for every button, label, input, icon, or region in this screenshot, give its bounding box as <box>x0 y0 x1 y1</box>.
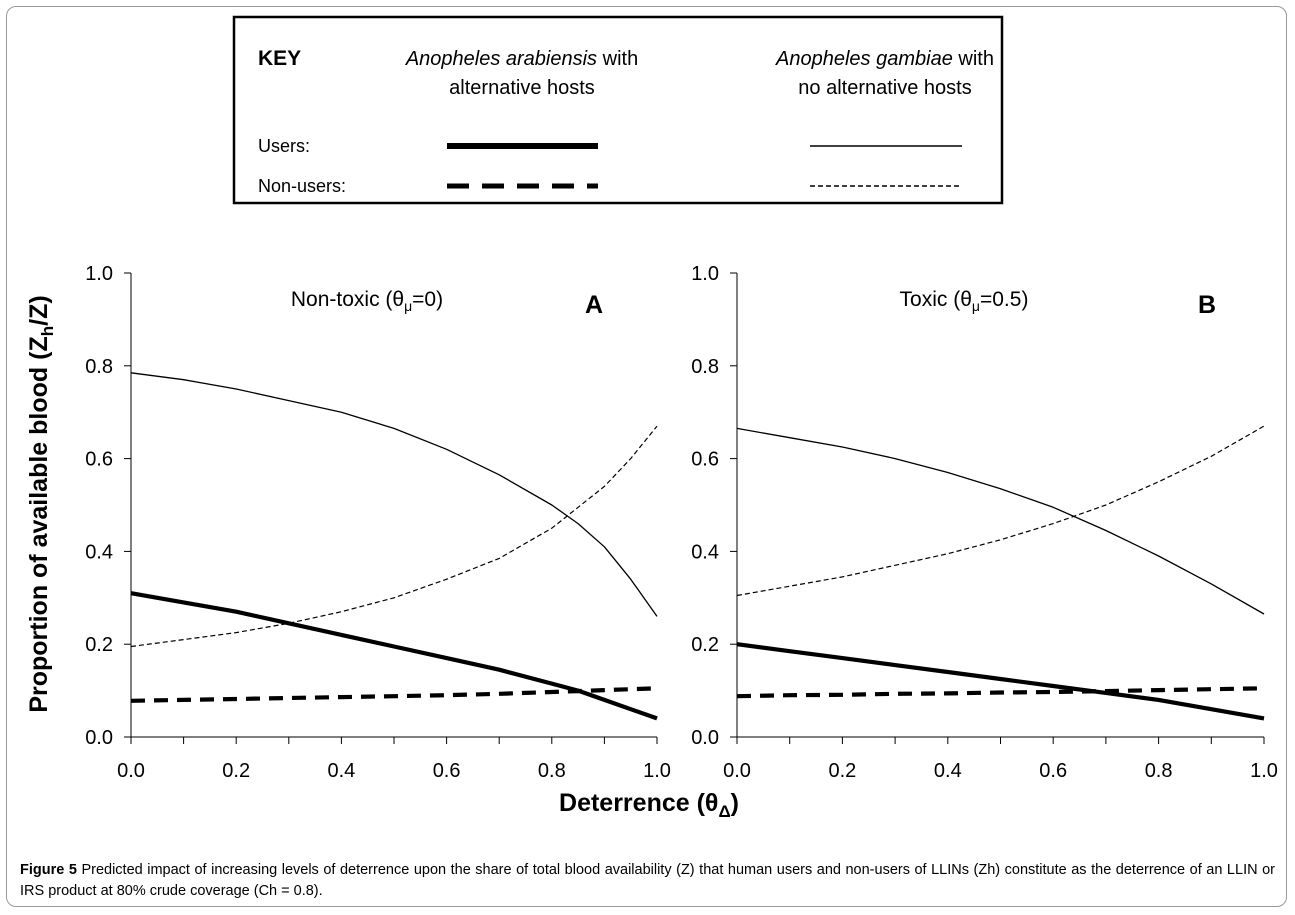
y-tick-label: 0.8 <box>85 356 113 378</box>
y-tick-label: 0.8 <box>691 356 719 378</box>
annotation-main: Toxic (θ <box>900 288 972 311</box>
y-tick-label: 1.0 <box>691 263 719 285</box>
key-users-label: Users: <box>258 136 310 156</box>
x-tick-label: 0.6 <box>433 760 461 782</box>
x-tick-label: 0.8 <box>1145 760 1173 782</box>
series-line-thin-dashed <box>130 425 658 648</box>
key-col2-with: with <box>953 48 994 70</box>
y-tick-label: 0.6 <box>691 449 719 471</box>
y-tick-label: 0.4 <box>85 541 113 563</box>
key-col1-with: with <box>597 48 638 70</box>
series-line-thick-dashed <box>736 686 1265 699</box>
x-tick-label: 0.8 <box>538 760 566 782</box>
key-col2-species: Anopheles gambiae <box>775 48 953 70</box>
key-nonusers-label: Non-users: <box>258 176 346 196</box>
y-axis-label: Proportion of available blood (Zh/Z) <box>25 295 57 712</box>
x-axis-label: Deterrence (θΔ) <box>559 789 739 821</box>
y-tick-label: 0.2 <box>85 634 113 656</box>
annotation-tail: =0.5) <box>980 288 1028 311</box>
series-line-thick-solid <box>130 591 658 721</box>
key-box: KEY Anopheles arabiensis with alternativ… <box>232 15 1004 205</box>
series-line-thin-solid <box>736 427 1265 615</box>
series-line-thin-solid <box>130 372 658 617</box>
y-tick-label: 0.2 <box>691 634 719 656</box>
figure-frame <box>6 6 1287 907</box>
x-axis-label-tail: ) <box>731 789 739 817</box>
y-tick-label: 1.0 <box>85 263 113 285</box>
x-tick-label: 0.0 <box>117 760 145 782</box>
key-title: KEY <box>258 47 301 70</box>
caption-figure-label: Figure 5 <box>20 862 77 878</box>
key-border <box>232 15 1004 205</box>
y-tick-label: 0.0 <box>691 727 719 749</box>
x-tick-label: 0.4 <box>934 760 962 782</box>
series-line-thick-dashed <box>130 686 658 703</box>
x-tick-label: 0.4 <box>327 760 355 782</box>
y-tick-label: 0.6 <box>85 449 113 471</box>
x-tick-label: 1.0 <box>643 760 671 782</box>
y-tick-label: 0.0 <box>85 727 113 749</box>
annotation-tail: =0) <box>412 288 443 311</box>
x-tick-label: 0.2 <box>828 760 856 782</box>
key-col1-line1: Anopheles arabiensis with <box>405 48 638 70</box>
panel-letter: B <box>1198 291 1216 319</box>
x-axis-label-sub: Δ <box>718 802 730 821</box>
x-tick-label: 0.0 <box>723 760 751 782</box>
panel-a-chart: 0.0 0.2 0.4 0.6 0.8 1.0 0.0 0.2 0.4 0.6 0.8 1.0 Non-… <box>85 263 671 782</box>
x-tick-label: 1.0 <box>1250 760 1278 782</box>
series-line-thick-solid <box>736 642 1265 721</box>
series-line-thin-dashed <box>736 425 1265 597</box>
panel-letter: A <box>585 291 603 319</box>
key-col2-line2: no alternative hosts <box>798 77 971 99</box>
annotation-main: Non-toxic (θ <box>291 288 404 311</box>
y-tick-label: 0.4 <box>691 541 719 563</box>
annotation-sub: μ <box>404 298 412 314</box>
y-axis-label-tail: /Z) <box>25 295 53 326</box>
caption-text: Predicted impact of increasing levels of… <box>20 862 1275 899</box>
x-tick-label: 0.6 <box>1039 760 1067 782</box>
y-axis-label-sub: h <box>38 326 57 336</box>
annotation-sub: μ <box>972 298 980 314</box>
key-col1-species: Anopheles arabiensis <box>405 48 597 70</box>
key-col1-line2: alternative hosts <box>449 77 595 99</box>
panel-b-chart: 0.0 0.2 0.4 0.6 0.8 1.0 0.0 0.2 0.4 0.6 0.8 1.0 Toxi… <box>691 263 1278 782</box>
panel-annotation: Toxic (θμ=0.5) <box>900 288 1029 314</box>
x-tick-label: 0.2 <box>222 760 250 782</box>
figure-caption: Figure 5 Predicted impact of increasing … <box>20 860 1275 902</box>
key-col2-line1: Anopheles gambiae with <box>775 48 994 70</box>
y-axis-label-main: Proportion of available blood (Z <box>25 336 53 712</box>
panel-annotation: Non-toxic (θμ=0) <box>291 288 443 314</box>
figure-canvas: KEY Anopheles arabiensis with alternativ… <box>25 15 1278 821</box>
x-axis-label-main: Deterrence (θ <box>559 789 718 817</box>
